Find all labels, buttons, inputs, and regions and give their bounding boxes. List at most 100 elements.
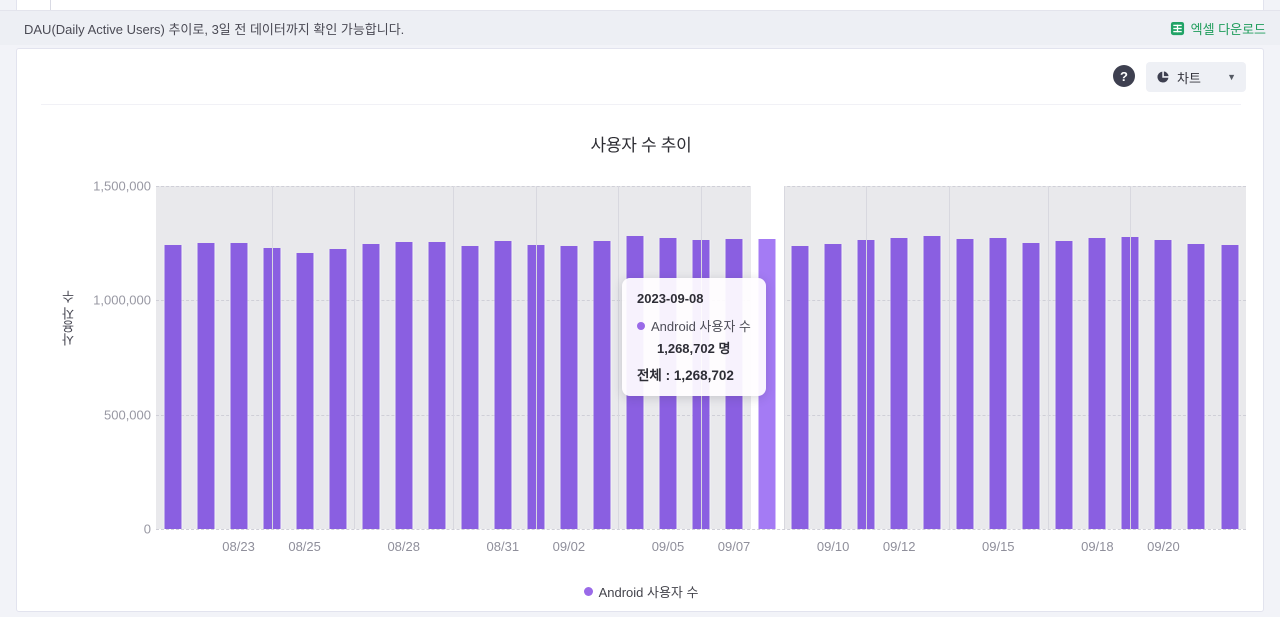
x-tick-label: 09/18 <box>1081 539 1114 554</box>
notice-bar: DAU(Daily Active Users) 추이로, 3일 전 데이터까지 … <box>0 10 1280 45</box>
x-tick-label: 08/23 <box>222 539 255 554</box>
bar[interactable] <box>923 236 941 529</box>
bar[interactable] <box>230 242 248 529</box>
tooltip-series-row: Android 사용자 수 <box>637 316 751 335</box>
grid-vline <box>783 186 785 529</box>
grid-vline <box>354 186 356 529</box>
bar-column <box>453 186 486 529</box>
legend: Android 사용자 수 <box>17 582 1265 601</box>
bar-column <box>486 186 519 529</box>
bar[interactable] <box>1055 241 1073 529</box>
chart-title: 사용자 수 추이 <box>590 136 692 155</box>
grid-vline <box>866 186 868 529</box>
x-tick-label: 09/02 <box>552 539 586 554</box>
tooltip: 2023-09-08 Android 사용자 수 1,268,702 명 전체 … <box>622 278 766 396</box>
y-axis-labels: 0 500,000 1,000,000 1,500,000 <box>61 179 151 537</box>
chevron-down-icon: ▼ <box>1227 72 1236 82</box>
grid-hline <box>156 529 1246 530</box>
bar-column <box>585 186 618 529</box>
doughnut-chart-icon <box>1156 70 1170 84</box>
bar-column <box>1048 186 1081 529</box>
question-icon: ? <box>1120 68 1128 84</box>
header-divider <box>41 104 1241 105</box>
notice-text: DAU(Daily Active Users) 추이로, 3일 전 데이터까지 … <box>24 21 405 37</box>
x-tick-label: 09/15 <box>981 539 1015 554</box>
excel-icon <box>1170 21 1185 36</box>
bar[interactable] <box>1187 244 1205 529</box>
tooltip-value: 1,268,702 명 <box>657 341 731 356</box>
bar[interactable] <box>296 252 314 529</box>
x-axis-labels: 08/23 08/25 08/28 08/31 09/02 09/05 09/07 09/10… <box>156 539 1246 559</box>
bar-column <box>156 186 189 529</box>
bar-column <box>1180 186 1213 529</box>
previous-card-edge <box>16 0 1264 10</box>
bar[interactable] <box>956 238 974 529</box>
excel-label: 엑셀 다운로드 <box>1190 21 1266 37</box>
bar[interactable] <box>1088 237 1106 529</box>
bar[interactable] <box>494 241 512 529</box>
bar-column <box>354 186 387 529</box>
help-button[interactable]: ? <box>1113 65 1135 87</box>
x-tick-label: 09/05 <box>651 539 685 554</box>
bar-column <box>1015 186 1048 529</box>
bar-column <box>784 186 817 529</box>
x-tick-label: 09/07 <box>717 539 751 554</box>
bar[interactable] <box>362 244 380 529</box>
grid-vline <box>948 186 950 529</box>
x-tick-label: 09/20 <box>1147 539 1180 554</box>
x-tick-label: 08/25 <box>288 539 321 554</box>
highlight-column <box>750 186 784 529</box>
x-tick-label: 08/31 <box>486 539 520 554</box>
bar[interactable] <box>164 245 182 529</box>
bar[interactable] <box>329 249 347 529</box>
y-tick-label: 0 <box>143 521 151 537</box>
grid-vline <box>271 186 273 529</box>
legend-dot <box>583 587 593 596</box>
bar-column <box>883 186 916 529</box>
bar[interactable] <box>791 245 809 529</box>
bar[interactable] <box>1022 242 1040 529</box>
x-tick-label: 09/12 <box>882 539 916 554</box>
x-tick-label: 09/10 <box>816 539 850 554</box>
bar[interactable] <box>560 246 578 529</box>
bar-column <box>1147 186 1180 529</box>
bar-column <box>420 186 453 529</box>
bar-column <box>321 186 354 529</box>
legend-label: Android 사용자 수 <box>598 585 699 600</box>
bar-column <box>1213 186 1246 529</box>
bar[interactable] <box>593 241 611 529</box>
bar[interactable] <box>989 238 1007 529</box>
tooltip-series-label: Android 사용자 수 <box>651 319 751 334</box>
chart-card: ? 차트 ▼ 사용자 수 추이 사용자 수 0 500,000 1,000,000 1… <box>16 48 1264 612</box>
bar[interactable] <box>890 237 908 529</box>
bar-column <box>817 186 850 529</box>
bar[interactable] <box>824 243 842 529</box>
series-dot <box>637 321 645 330</box>
bar-column <box>916 186 949 529</box>
legend-item[interactable]: Android 사용자 수 <box>583 582 699 601</box>
y-tick-label: 500,000 <box>104 407 151 423</box>
bar[interactable] <box>461 246 479 529</box>
grid-vline <box>618 186 620 529</box>
bar-column <box>1081 186 1114 529</box>
bar-column <box>222 186 255 529</box>
bar[interactable] <box>1154 239 1172 529</box>
bar[interactable] <box>428 242 446 529</box>
y-tick-label: 1,000,000 <box>93 292 151 308</box>
bar-column <box>982 186 1015 529</box>
view-select-label: 차트 <box>1177 70 1201 86</box>
divider <box>50 0 51 10</box>
excel-download-button[interactable]: 엑셀 다운로드 <box>1170 19 1266 38</box>
view-select[interactable]: 차트 ▼ <box>1146 62 1246 92</box>
bar[interactable] <box>395 241 413 529</box>
tooltip-date: 2023-09-08 <box>637 291 704 306</box>
grid-vline <box>1047 186 1049 529</box>
x-tick-label: 08/28 <box>387 539 420 554</box>
bar[interactable] <box>1221 245 1239 529</box>
bar-column <box>552 186 585 529</box>
bar-column <box>949 186 982 529</box>
grid-vline <box>453 186 455 529</box>
bar-column <box>189 186 222 529</box>
bar[interactable] <box>197 242 215 529</box>
